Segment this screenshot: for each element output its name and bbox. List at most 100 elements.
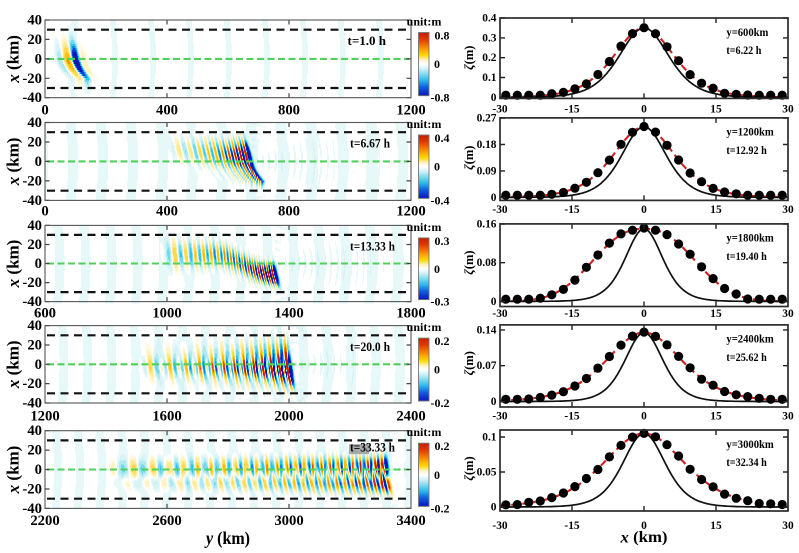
svg-text:1800: 1800 [396,306,425,322]
svg-text:0: 0 [641,520,647,532]
svg-text:x (km): x (km) [4,35,23,84]
svg-text:unit:m: unit:m [407,425,442,439]
svg-text:-30: -30 [492,204,507,216]
svg-text:20: 20 [27,338,42,354]
svg-text:40: 40 [27,318,42,334]
svg-text:15: 15 [710,204,722,216]
svg-text:-30: -30 [492,308,507,320]
svg-text:-40: -40 [22,90,42,106]
svg-text:-20: -20 [22,275,42,291]
svg-text:unit:m: unit:m [407,15,442,29]
svg-text:0: 0 [641,411,647,423]
svg-text:2600: 2600 [152,513,181,529]
svg-text:800: 800 [278,204,300,220]
svg-text:0.14: 0.14 [477,324,497,336]
svg-text:20: 20 [27,135,42,151]
svg-text:0: 0 [35,357,42,373]
svg-text:0.3: 0.3 [435,234,450,248]
svg-text:0: 0 [491,92,497,104]
svg-text:y=600km: y=600km [726,25,768,39]
svg-text:y=1200km: y=1200km [726,125,773,139]
svg-text:t=20.0 h: t=20.0 h [350,339,391,354]
svg-text:0: 0 [41,103,48,119]
svg-text:40: 40 [27,13,42,29]
svg-text:40: 40 [27,423,42,439]
svg-text:0.4: 0.4 [482,13,497,25]
svg-text:20: 20 [27,32,42,48]
svg-text:-15: -15 [564,204,579,216]
svg-text:3000: 3000 [274,513,303,529]
svg-text:-20: -20 [22,71,42,87]
svg-text:30: 30 [782,411,794,423]
svg-text:1200: 1200 [396,204,425,220]
svg-text:0.09: 0.09 [477,165,497,177]
svg-text:t=6.22 h: t=6.22 h [726,43,761,57]
svg-text:t=13.33 h: t=13.33 h [350,239,396,254]
svg-text:0.1: 0.1 [482,72,497,84]
svg-text:y=2400km: y=2400km [726,332,773,346]
svg-text:0.4: 0.4 [435,131,450,145]
svg-text:0.2: 0.2 [482,52,497,64]
svg-text:x (km): x (km) [619,529,667,546]
svg-text:t=12.92 h: t=12.92 h [726,143,767,157]
svg-text:0: 0 [491,296,497,308]
svg-text:unit:m: unit:m [407,220,442,234]
svg-text:0.2: 0.2 [435,439,450,453]
svg-text:y=1800km: y=1800km [726,231,773,245]
svg-text:-0.4: -0.4 [431,193,450,207]
svg-text:t=33.33 h: t=33.33 h [350,440,396,455]
svg-text:0: 0 [434,363,440,377]
svg-text:-30: -30 [492,520,507,532]
svg-text:t=32.34 h: t=32.34 h [726,455,767,469]
svg-text:0: 0 [434,468,440,482]
svg-text:0.08: 0.08 [477,257,497,269]
svg-text:400: 400 [156,103,178,119]
svg-text:2200: 2200 [30,513,59,529]
svg-text:0.27: 0.27 [477,113,497,125]
svg-text:-0.2: -0.2 [431,501,450,515]
svg-text:30: 30 [782,520,794,532]
svg-text:15: 15 [710,308,722,320]
svg-text:0: 0 [434,262,440,276]
svg-text:0.8: 0.8 [435,29,450,43]
svg-text:ζ(m): ζ(m) [462,456,476,480]
svg-text:15: 15 [710,103,722,115]
svg-text:0: 0 [434,160,440,174]
svg-text:unit:m: unit:m [407,117,442,131]
svg-text:-0.8: -0.8 [431,91,450,105]
svg-text:15: 15 [710,411,722,423]
svg-text:0: 0 [434,57,440,71]
svg-text:t=25.62 h: t=25.62 h [726,350,767,364]
svg-text:0.3: 0.3 [482,32,497,44]
svg-text:0.07: 0.07 [477,360,497,372]
svg-text:1400: 1400 [274,306,303,322]
svg-text:0: 0 [491,192,497,204]
svg-text:-40: -40 [22,396,42,412]
svg-text:20: 20 [27,443,42,459]
svg-text:x (km): x (km) [4,138,23,187]
svg-text:0.1: 0.1 [482,432,497,444]
svg-text:t=6.67 h: t=6.67 h [350,136,391,151]
svg-text:ζ(m): ζ(m) [462,351,476,375]
svg-text:1200: 1200 [396,103,425,119]
svg-text:1200: 1200 [30,409,59,425]
svg-text:1600: 1600 [152,409,181,425]
svg-text:3400: 3400 [396,513,425,529]
svg-text:0: 0 [491,502,497,514]
svg-text:15: 15 [710,520,722,532]
svg-text:t=1.0 h: t=1.0 h [348,33,387,48]
svg-text:-40: -40 [22,193,42,209]
svg-text:ζ(m): ζ(m) [462,250,476,274]
svg-text:30: 30 [782,103,794,115]
svg-text:unit:m: unit:m [407,320,442,334]
svg-text:600: 600 [34,306,56,322]
svg-text:t=19.40 h: t=19.40 h [726,249,767,263]
svg-text:x (km): x (km) [4,240,23,289]
svg-text:-20: -20 [22,376,42,392]
svg-text:-40: -40 [22,501,42,517]
svg-text:0: 0 [35,51,42,67]
svg-text:y (km): y (km) [204,528,250,548]
svg-text:-20: -20 [22,173,42,189]
svg-text:40: 40 [27,218,42,234]
svg-text:-30: -30 [492,411,507,423]
